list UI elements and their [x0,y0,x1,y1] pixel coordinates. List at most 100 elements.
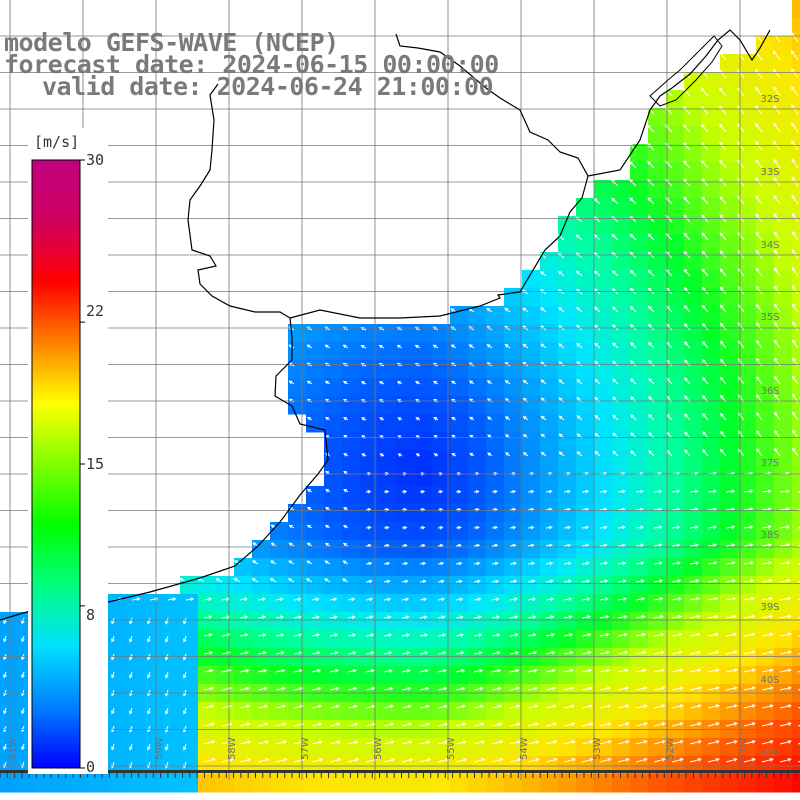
wind-arrow [630,378,637,385]
wind-arrow-head [405,633,411,637]
wind-arrow-head [354,722,359,727]
wind-arrow [437,634,446,637]
wind-arrow [509,598,517,601]
wind-arrow [761,722,773,727]
wind-arrow-head [647,233,652,238]
wind-arrow [275,758,287,763]
wind-arrow-head [370,651,375,655]
wind-arrow [257,723,268,727]
field-cell [414,486,433,505]
field-cell [630,756,649,775]
wind-arrow-head [343,489,348,493]
wind-arrow [365,723,376,727]
wind-arrow [311,758,323,763]
field-cell [450,504,469,523]
wind-arrow [239,651,249,655]
colorbar-tick-30: 30 [86,151,105,169]
field-cell [270,756,289,775]
wind-arrow [437,616,445,619]
wind-arrow-head [769,632,774,637]
wind-arrow-head [426,740,431,744]
wind-arrow-head [773,357,778,362]
wind-arrow-head [531,597,536,602]
wind-arrow [725,722,737,727]
wind-arrow [755,250,763,259]
field-cell [774,324,793,343]
wind-arrow [612,360,619,367]
field-cell [414,414,433,433]
field-cell [612,558,631,577]
wind-arrow-head [603,471,608,476]
wind-arrow-head [408,740,413,744]
field-cell [522,522,541,541]
field-cell [414,378,433,397]
field-cell [396,504,415,523]
wind-arrow-head [531,579,536,584]
field-cell [774,486,793,505]
wind-arrow-head [773,158,777,163]
wind-arrow [545,740,557,745]
field-cell [792,126,800,145]
wind-arrow [383,741,394,745]
field-cell [288,378,307,397]
graticule [0,0,800,780]
wind-arrow [630,306,637,313]
field-cell [378,360,397,379]
field-cell [792,270,800,289]
field-cell [774,198,793,217]
field-cell [162,702,181,721]
wind-arrow-head [569,633,574,637]
wind-arrow-head [396,362,401,367]
field-cell [108,702,127,721]
field-cell [540,468,559,487]
wind-arrow-head [351,615,356,620]
wind-arrow [635,598,645,601]
wind-arrow [383,723,394,727]
wind-arrow-head [701,196,706,201]
wind-arrow-head [647,269,652,274]
wind-arrow [684,449,691,457]
wind-arrow-head [575,270,580,275]
wind-arrow [617,687,629,691]
wind-arrow [684,341,691,349]
wind-arrow-head [684,413,688,418]
field-cell [144,756,163,775]
wind-arrow [594,234,601,241]
wind-arrow-head [129,746,133,751]
wind-arrow-head [718,51,723,55]
field-cell [558,486,577,505]
wind-arrow [774,412,781,421]
field-cell [324,342,343,361]
field-cell [594,702,613,721]
wind-arrow [743,740,755,745]
field-cell [738,666,757,685]
wind-arrow [648,324,655,331]
wind-arrow-head [625,758,630,762]
field-cell [432,522,451,541]
wind-arrow-head [661,704,666,708]
wind-arrow-head [147,746,151,751]
field-cell [324,504,343,523]
wind-arrow [756,340,763,349]
wind-arrow-head [396,326,401,331]
wind-arrow-head [585,471,590,476]
wind-arrow-head [683,287,688,291]
wind-arrow-head [530,471,535,476]
field-cell [540,666,559,685]
wind-arrow [617,758,629,763]
wind-arrow [311,616,319,619]
wind-arrow-head [629,269,634,274]
wind-arrow [773,159,781,169]
wind-arrow-head [756,412,760,416]
wind-arrow [755,105,763,115]
field-cell [720,666,739,685]
wind-arrow-head [701,232,706,237]
wind-arrow [779,705,791,709]
wind-arrow [720,304,727,313]
field-cell [738,378,757,397]
wind-arrow [756,412,763,421]
field-cell [756,630,775,649]
field-cell [504,558,523,577]
wind-arrow-head [755,213,760,218]
wind-arrow [635,651,646,655]
